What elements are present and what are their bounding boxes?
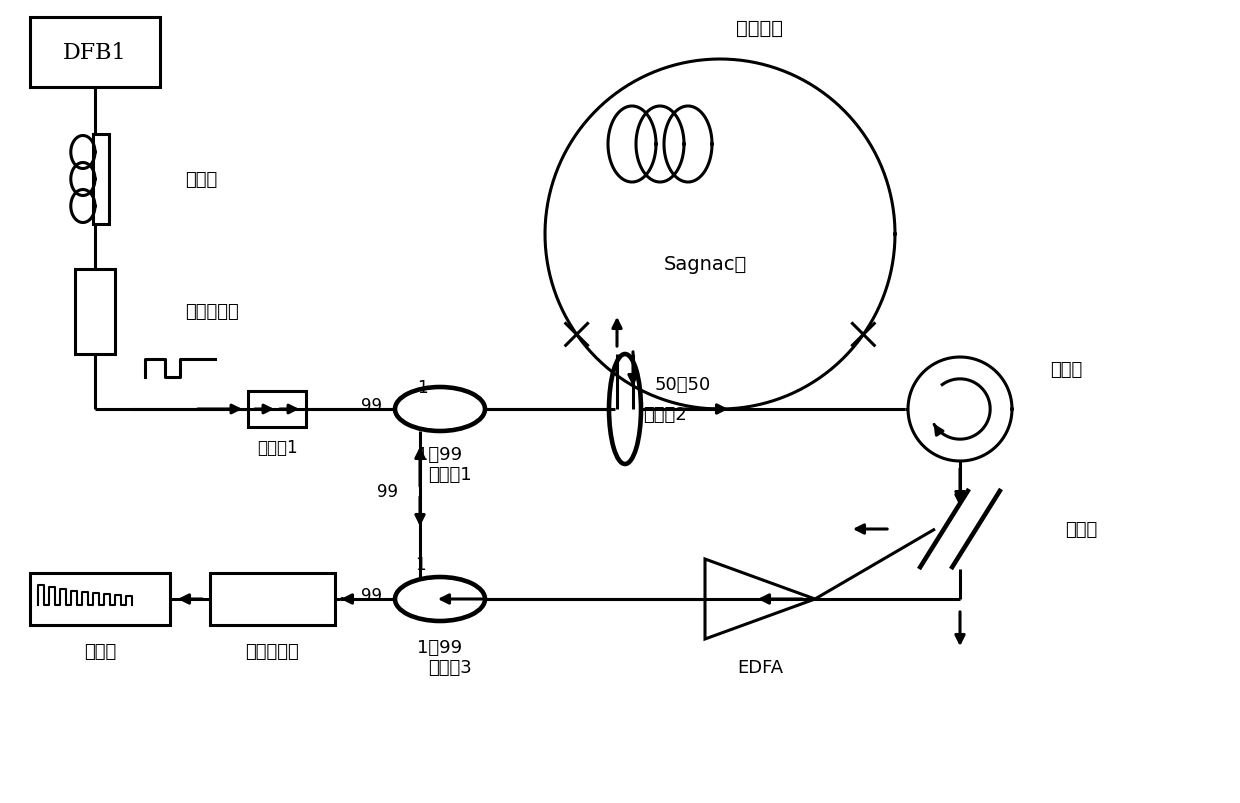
Text: 99: 99 [362, 586, 382, 604]
Text: 99: 99 [362, 397, 382, 414]
Text: 电光调制器: 电光调制器 [185, 303, 239, 320]
Text: 示波器: 示波器 [84, 642, 117, 660]
Text: 1: 1 [417, 378, 428, 397]
Text: 耦合器1: 耦合器1 [428, 466, 471, 483]
Bar [210, 573, 335, 626]
Text: 99: 99 [377, 483, 398, 500]
Text: 耦合器3: 耦合器3 [428, 658, 472, 676]
Bar [30, 18, 160, 88]
Text: 环形器: 环形器 [1050, 361, 1083, 378]
Ellipse shape [396, 577, 485, 622]
Text: 1: 1 [414, 556, 425, 573]
Text: 1：99: 1：99 [418, 446, 463, 463]
Bar [74, 270, 115, 355]
Text: Sagnac环: Sagnac环 [663, 255, 746, 274]
Text: 隔离器1: 隔离器1 [257, 438, 298, 456]
Text: 滤波器: 滤波器 [1065, 520, 1097, 538]
Text: 耦合器2: 耦合器2 [644, 406, 687, 423]
Text: EDFA: EDFA [737, 658, 784, 676]
Polygon shape [706, 560, 815, 639]
Text: 光电探测器: 光电探测器 [246, 642, 299, 660]
Bar [30, 573, 170, 626]
Text: 1：99: 1：99 [418, 638, 463, 656]
Text: DFB1: DFB1 [63, 42, 126, 64]
Text: 50：50: 50：50 [655, 376, 712, 393]
Ellipse shape [396, 388, 485, 431]
Bar [248, 392, 306, 427]
Ellipse shape [609, 355, 641, 464]
Bar [93, 135, 109, 225]
Text: 偏振器: 偏振器 [185, 171, 217, 189]
Text: 双孔光纤: 双孔光纤 [737, 18, 784, 38]
